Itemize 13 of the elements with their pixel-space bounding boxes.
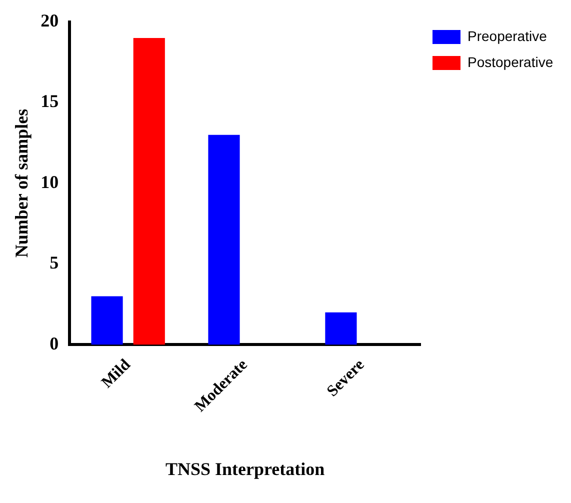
legend-label: Preoperative: [468, 28, 548, 44]
y-tick-label: 0: [50, 333, 59, 354]
y-tick-label: 5: [50, 252, 59, 273]
y-tick-label: 20: [40, 10, 59, 30]
legend-label: Postoperative: [468, 54, 554, 70]
x-axis-title: TNSS Interpretation: [165, 458, 325, 479]
bar: [325, 312, 357, 345]
bar: [208, 134, 240, 345]
y-axis-title: Number of samples: [11, 108, 32, 258]
y-tick-label: 10: [40, 172, 59, 192]
bar: [133, 38, 165, 345]
y-tick-label: 15: [40, 91, 59, 112]
bar: [91, 296, 123, 345]
